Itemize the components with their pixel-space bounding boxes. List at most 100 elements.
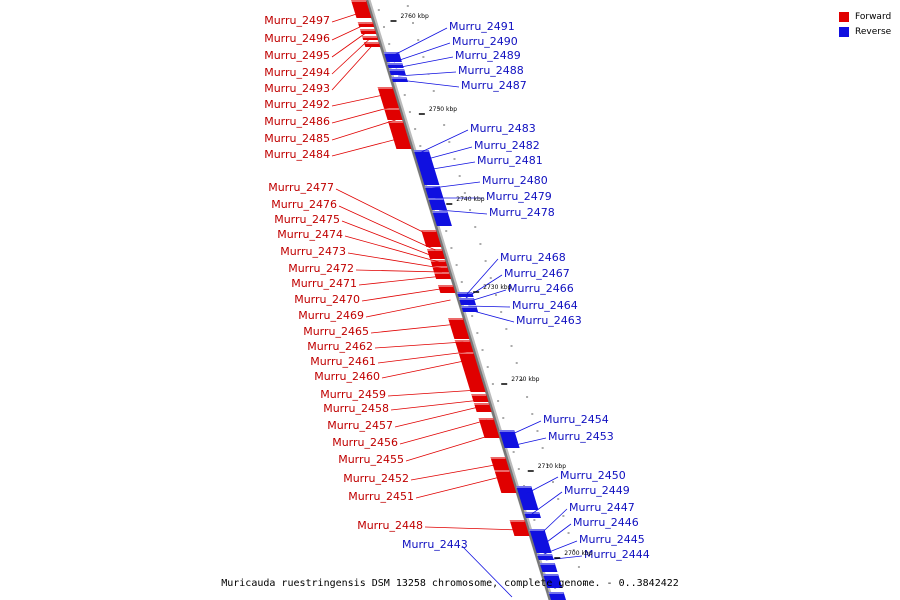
reverse-leader — [461, 545, 513, 598]
reverse-leader — [469, 309, 515, 323]
forward-gene-block — [471, 394, 489, 402]
reverse-gene-label: Murru_2453 — [548, 430, 614, 443]
reverse-gene-label: Murru_2463 — [516, 314, 582, 327]
forward-gene-label: Murru_2448 — [357, 519, 423, 532]
reverse-gene-label: Murru_2449 — [564, 484, 630, 497]
reverse-leader — [464, 258, 499, 297]
reverse-gene-label: Murru_2488 — [458, 64, 524, 77]
reverse-gene-label: Murru_2481 — [477, 154, 543, 167]
legend-label-reverse: Reverse — [855, 26, 892, 37]
forward-leader — [355, 269, 442, 273]
forward-leader — [331, 106, 392, 124]
forward-gene-block — [490, 457, 510, 470]
forward-leader — [424, 526, 521, 531]
reverse-gene-block — [539, 563, 558, 572]
forward-leader — [415, 475, 505, 499]
forward-gene-label: Murru_2459 — [320, 388, 386, 401]
reverse-leader — [391, 27, 448, 57]
forward-gene-label: Murru_2457 — [327, 419, 393, 432]
reverse-leader — [398, 71, 457, 77]
reverse-gene-label: Murru_2491 — [449, 20, 515, 33]
forward-gene-label: Murru_2470 — [294, 293, 360, 306]
forward-gene-label: Murru_2486 — [264, 115, 330, 128]
forward-gene-label: Murru_2462 — [307, 340, 373, 353]
forward-leader — [331, 44, 374, 91]
forward-gene-block — [447, 318, 470, 339]
forward-gene-label: Murru_2493 — [264, 82, 330, 95]
forward-leader — [365, 299, 451, 318]
reverse-leader — [395, 56, 454, 69]
reverse-gene-label: Murru_2490 — [452, 35, 518, 48]
forward-gene-block — [377, 87, 399, 108]
forward-gene-label: Murru_2460 — [314, 370, 380, 383]
forward-gene-label: Murru_2456 — [332, 436, 398, 449]
forward-gene-label: Murru_2485 — [264, 132, 330, 145]
reverse-leader — [545, 555, 583, 561]
genome-axis — [365, 0, 552, 600]
reverse-leader — [421, 129, 469, 153]
reverse-gene-label: Murru_2443 — [402, 538, 468, 551]
reverse-leader — [525, 476, 559, 495]
forward-gene-block — [473, 403, 492, 412]
forward-leader — [374, 341, 464, 349]
reverse-gene-block — [548, 592, 566, 600]
forward-gene-label: Murru_2492 — [264, 98, 330, 111]
forward-leader — [410, 463, 501, 481]
reverse-leader — [507, 420, 542, 437]
reverse-leader — [465, 274, 503, 299]
forward-gene-label: Murru_2452 — [343, 472, 409, 485]
forward-leader — [387, 389, 478, 397]
reverse-leader — [466, 289, 507, 303]
reverse-leader — [510, 437, 547, 447]
forward-leader — [377, 351, 467, 364]
forward-gene-label: Murru_2477 — [268, 181, 334, 194]
reverse-gene-block — [428, 198, 448, 210]
tick-label: 2760 kbp — [400, 13, 428, 20]
reverse-gene-label: Murru_2450 — [560, 469, 626, 482]
reverse-gene-block — [499, 430, 520, 448]
forward-gene-block — [437, 285, 456, 293]
reverse-gene-label: Murru_2487 — [461, 79, 527, 92]
tick-label: 2710 kbp — [538, 463, 566, 470]
forward-gene-label: Murru_2471 — [291, 277, 357, 290]
tick-label: 2700 kbp — [564, 550, 592, 557]
reverse-gene-label: Murru_2482 — [474, 139, 540, 152]
forward-leader — [331, 23, 367, 41]
forward-gene-label: Murru_2495 — [264, 49, 330, 62]
tick-label: 2730 kbp — [483, 284, 511, 291]
reverse-gene-block — [524, 512, 541, 518]
forward-leader — [331, 93, 388, 107]
reverse-leader — [541, 523, 572, 547]
forward-leader — [390, 399, 482, 411]
forward-leader — [331, 137, 402, 157]
reverse-gene-label: Murru_2444 — [584, 548, 650, 561]
forward-leader — [331, 37, 371, 75]
forward-gene-label: Murru_2465 — [303, 325, 369, 338]
reverse-gene-block — [529, 529, 552, 553]
forward-gene-block — [433, 272, 452, 279]
forward-gene-label: Murru_2474 — [277, 228, 343, 241]
forward-leader — [347, 252, 441, 269]
tick-label: 2740 kbp — [456, 196, 484, 203]
reverse-gene-label: Murru_2454 — [543, 413, 609, 426]
forward-leader — [394, 405, 483, 428]
reverse-leader — [439, 209, 488, 215]
forward-leader — [405, 434, 492, 462]
reverse-gene-block — [543, 574, 563, 588]
reverse-leader — [399, 79, 460, 88]
forward-gene-block — [478, 418, 500, 438]
forward-leader — [381, 359, 469, 379]
forward-gene-label: Murru_2455 — [338, 453, 404, 466]
reverse-gene-block — [432, 211, 452, 226]
genome-caption: Muricauda ruestringensis DSM 13258 chrom… — [221, 578, 679, 589]
forward-leader — [331, 30, 369, 58]
forward-gene-label: Murru_2473 — [280, 245, 346, 258]
forward-leader — [335, 188, 432, 237]
forward-gene-label: Murru_2461 — [310, 355, 376, 368]
forward-gene-block — [454, 340, 474, 352]
forward-leader — [361, 287, 447, 302]
reverse-leader — [423, 146, 473, 161]
reverse-gene-label: Murru_2478 — [489, 206, 555, 219]
reverse-gene-label: Murru_2467 — [504, 267, 570, 280]
